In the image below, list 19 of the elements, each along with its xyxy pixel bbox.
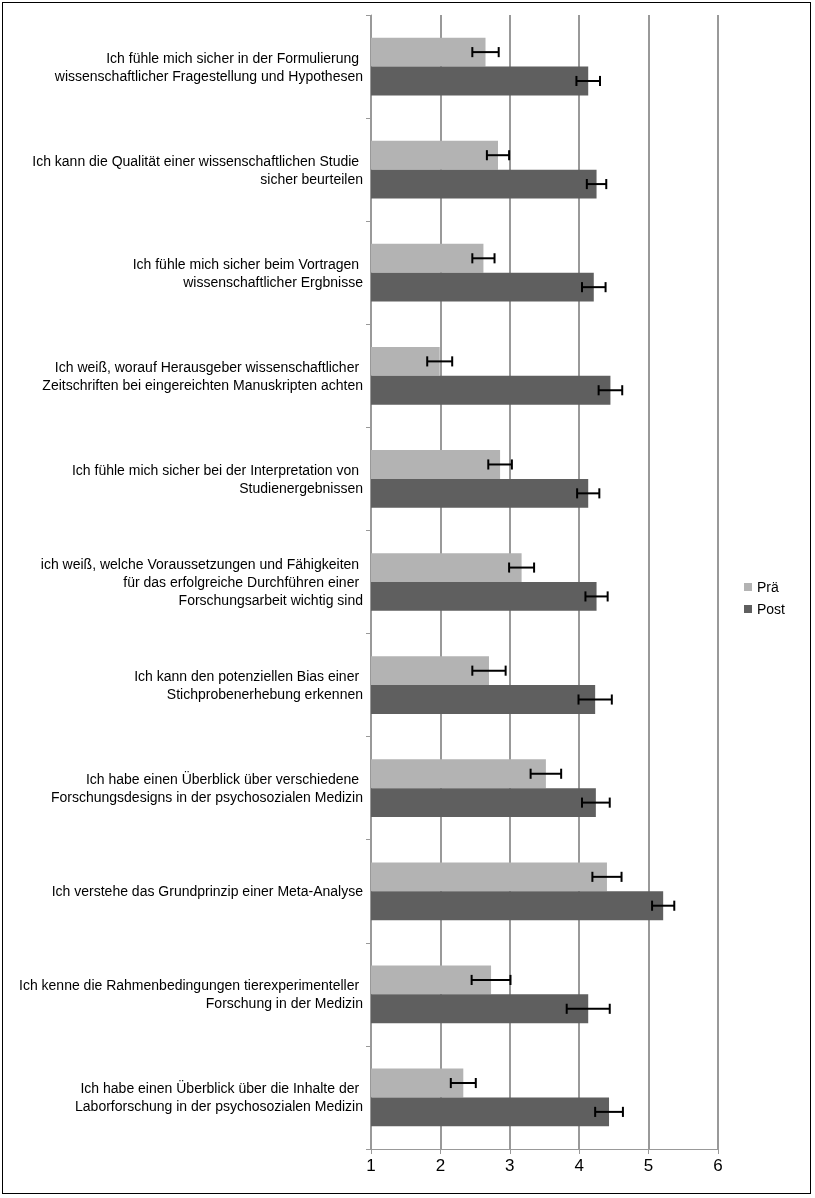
legend-label: Prä [756, 579, 779, 595]
y-tick-label: Ich fühle mich sicher bei der Interpretation von Studienergebnissen [71, 461, 363, 496]
y-tick-label: ich weiß, welche Voraussetzungen und Fähigkeiten für das erfolgreiche Durchführen einer Forschungsarbeit wichtig sind [40, 556, 363, 608]
y-tick-label: Ich habe einen Überblick über verschiedene Forschungsdesigns in der psychosozialen Medizin [50, 770, 363, 806]
y-tick-label: Ich weiß, worauf Herausgeber wissenschaftlicher Zeitschriften bei eingereichten Manuskripten achten [42, 358, 363, 393]
y-tick-label: Ich fühle mich sicher in der Formulierung wissenschaftlicher Fragestellung und Hypothesen [53, 49, 363, 84]
x-tick-label: 3 [505, 1156, 515, 1175]
y-tick-label: Ich fühle mich sicher beim Vortragen wissenschaftlicher Ergbnisse [132, 255, 364, 290]
x-tick-label: 2 [435, 1156, 446, 1175]
y-tick-label: Ich kann die Qualität einer wissenschaftlichen Studie sicher beurteilen [32, 152, 363, 187]
x-tick-label: 5 [643, 1156, 654, 1175]
y-tick-label: Ich kenne die Rahmenbedingungen tierexperimenteller Forschung in der Medizin [19, 977, 363, 1012]
legend-label: Post [756, 601, 786, 617]
x-tick-label: 6 [713, 1156, 723, 1175]
y-tick-label: Ich kann den potenziellen Bias einer Stichprobenerhebung erkennen [134, 668, 363, 703]
x-tick-label: 1 [366, 1156, 376, 1175]
y-tick-label: Ich habe einen Überblick über die Inhalte der Laborforschung in der psychosozialen Medizin [75, 1079, 363, 1115]
x-tick-label: 4 [574, 1156, 584, 1175]
y-tick-label: Ich verstehe das Grundprinzip einer Meta-Analyse [51, 883, 364, 900]
